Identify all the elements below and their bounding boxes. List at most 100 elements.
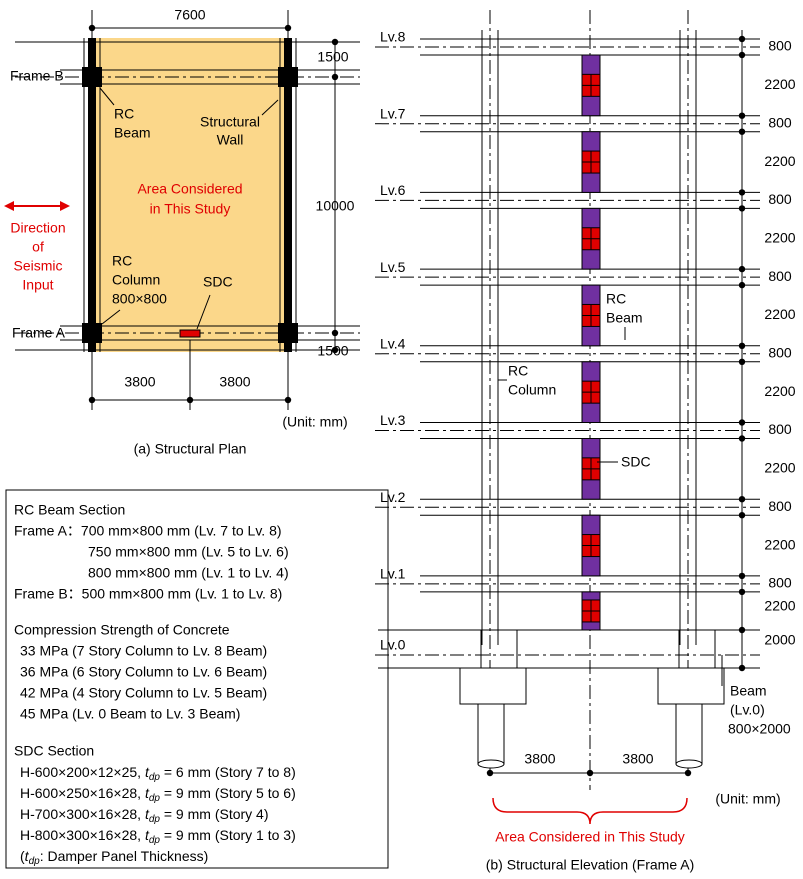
label: Column <box>508 382 556 398</box>
label: RC <box>112 253 132 269</box>
dim-dot <box>586 769 594 777</box>
label: Seismic <box>13 258 62 274</box>
label: Lv.1 <box>380 566 406 582</box>
sdc-line: H-800×300×16×28, tdp = 9 mm (Story 1 to … <box>20 827 296 846</box>
line <box>99 87 115 106</box>
label: Beam <box>606 310 643 326</box>
text-part: t <box>145 785 150 801</box>
column <box>82 323 102 343</box>
text-part: t <box>145 806 150 822</box>
brace <box>492 797 688 825</box>
line <box>196 294 211 330</box>
dim-dot <box>684 769 692 777</box>
label: 3800 <box>622 751 653 767</box>
base <box>678 629 716 669</box>
label: (Lv.0) <box>730 702 765 718</box>
label: Frame B <box>10 68 64 84</box>
sdc-line: H-600×200×12×25, tdp = 6 mm (Story 7 to … <box>20 764 296 783</box>
label: 1500 <box>317 343 348 359</box>
label: Lv.2 <box>380 489 406 505</box>
pile-end <box>477 759 505 769</box>
label: 10000 <box>316 198 355 214</box>
label: 3800 <box>524 751 555 767</box>
label: Beam <box>730 683 767 699</box>
label: 1500 <box>317 49 348 65</box>
text-part: ( <box>20 848 25 864</box>
label: Area Considered <box>137 181 242 197</box>
dim-dot <box>331 73 339 81</box>
text-part: dp <box>29 856 41 867</box>
label: SDC Section <box>14 743 94 759</box>
dim-dot <box>331 346 339 354</box>
label: Lv.0 <box>380 637 406 653</box>
label: 800 <box>768 38 792 54</box>
text-part: t <box>145 764 150 780</box>
label: 800 mm×800 mm (Lv. 1 to Lv. 4) <box>88 565 289 581</box>
pile <box>477 703 505 765</box>
text-part: dp <box>149 835 161 846</box>
label: 45 MPa (Lv. 0 Beam to Lv. 3 Beam) <box>20 706 240 722</box>
label: 2200 <box>764 536 795 552</box>
sdc-line: H-600×250×16×28, tdp = 9 mm (Story 5 to … <box>20 785 296 804</box>
sdc <box>179 329 201 338</box>
label: 33 MPa (7 Story Column to Lv. 8 Beam) <box>20 643 267 659</box>
text-part: dp <box>149 814 161 825</box>
label: RC <box>114 106 134 122</box>
label: Area Considered in This Study <box>495 829 685 845</box>
label: 800 <box>768 268 792 284</box>
text-part: t <box>25 848 30 864</box>
label: Structural <box>200 114 260 130</box>
label: 800 <box>768 114 792 130</box>
label: 2200 <box>764 229 795 245</box>
label: 800 <box>768 191 792 207</box>
dim-dot <box>331 38 339 46</box>
pile-end <box>675 759 703 769</box>
label: Frame A：700 mm×800 mm (Lv. 7 to Lv. 8) <box>14 523 282 539</box>
label: Beam <box>114 125 151 141</box>
text-part: = 6 mm (Story 7 to 8) <box>160 764 296 780</box>
label: RC <box>508 363 528 379</box>
label: (Unit: mm) <box>715 791 780 807</box>
label: 42 MPa (4 Story Column to Lv. 5 Beam) <box>20 685 267 701</box>
wall <box>88 38 96 352</box>
label: 3800 <box>219 374 250 390</box>
label: 7600 <box>174 7 205 23</box>
label: Frame B：500 mm×800 mm (Lv. 1 to Lv. 8) <box>14 586 282 602</box>
label: 2200 <box>764 383 795 399</box>
sdc-line: H-700×300×16×28, tdp = 9 mm (Story 4) <box>20 806 269 825</box>
notes-box <box>5 489 389 869</box>
label: Compression Strength of Concrete <box>14 622 230 638</box>
text-part: dp <box>149 772 161 783</box>
label: 36 MPa (6 Story Column to Lv. 6 Beam) <box>20 664 267 680</box>
label: (a) Structural Plan <box>134 441 247 457</box>
label: Lv.5 <box>380 259 406 275</box>
label: of <box>32 239 44 255</box>
label: 800 <box>768 575 792 591</box>
label: RC Beam Section <box>14 502 125 518</box>
label: 2200 <box>764 460 795 476</box>
label: Input <box>22 277 53 293</box>
label: Frame A <box>12 325 66 341</box>
label: 2200 <box>764 306 795 322</box>
dim-dot <box>486 769 494 777</box>
label: Column <box>112 272 160 288</box>
label: 750 mm×800 mm (Lv. 5 to Lv. 6) <box>88 544 289 560</box>
text-part: = 9 mm (Story 5 to 6) <box>160 785 296 801</box>
label: 3800 <box>124 374 155 390</box>
label: Lv.7 <box>380 105 406 121</box>
label: Lv.8 <box>380 29 406 45</box>
text-part: : Damper Panel Thickness) <box>40 848 209 864</box>
column <box>278 323 298 343</box>
base <box>480 629 518 669</box>
wall <box>284 38 292 352</box>
dim-dot <box>331 329 339 337</box>
text-part: H-600×250×16×28, <box>20 785 145 801</box>
label: SDC <box>621 454 651 470</box>
column <box>82 67 102 87</box>
label: 2200 <box>764 153 795 169</box>
text-part: t <box>145 827 150 843</box>
label: 800 <box>768 345 792 361</box>
label: Lv.3 <box>380 412 406 428</box>
label: 2200 <box>764 598 795 614</box>
